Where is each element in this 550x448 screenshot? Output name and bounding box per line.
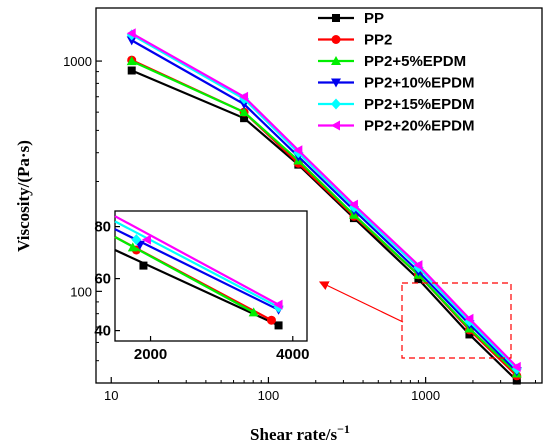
zoom-box xyxy=(401,282,512,359)
data-point xyxy=(464,313,474,324)
data-point xyxy=(413,260,423,271)
data-point xyxy=(348,199,358,210)
legend-label: PP2+15%EPDM xyxy=(364,96,474,113)
inset-x-tick-label: 2000 xyxy=(134,346,167,363)
y-axis-title: Viscosity/(Pa·s) xyxy=(14,140,33,252)
inset-data-point xyxy=(266,315,276,325)
inset-data-point xyxy=(131,234,142,246)
data-point xyxy=(239,107,250,117)
legend-item-pp2-5-epdm: PP2+5%EPDM xyxy=(318,53,466,70)
inset-data-point xyxy=(273,299,283,310)
legend-label: PP2+20%EPDM xyxy=(364,118,474,135)
x-axis-title-superscript: −1 xyxy=(337,422,350,436)
legend-item-pp2-10-epdm: PP2+10%EPDM xyxy=(318,75,474,92)
legend-item-pp: PP xyxy=(318,10,384,27)
data-point xyxy=(126,56,137,66)
inset-y-tick-label: 80 xyxy=(94,219,111,236)
inset-series-line xyxy=(114,220,280,309)
legend: PP PP2 PP2+5%EPDM PP2+10%EPDM PP2+15%EPDM PP2… xyxy=(318,10,474,135)
data-point xyxy=(127,66,136,75)
inset-data-point xyxy=(142,234,151,245)
series-layer xyxy=(126,28,522,385)
data-point xyxy=(512,376,521,385)
x-axis-title: Shear rate/s−1 xyxy=(250,422,350,444)
data-point xyxy=(126,36,137,46)
inset-series-pp2-5-epdm xyxy=(114,236,259,317)
legend-marker xyxy=(332,14,340,22)
legend-marker xyxy=(331,56,341,65)
inset-x-tick-label: 4000 xyxy=(276,346,309,363)
data-point xyxy=(240,114,249,123)
legend-item-pp2: PP2 xyxy=(318,32,392,49)
legend-item-pp2-20-epdm: PP2+20%EPDM xyxy=(318,118,474,135)
data-point xyxy=(293,145,303,156)
inset-series-line xyxy=(114,215,280,306)
data-point xyxy=(465,330,474,339)
legend-label: PP xyxy=(364,10,384,27)
legend-marker xyxy=(331,120,340,131)
inset-series-line xyxy=(114,236,255,314)
inset-chart: 2000 4000 40 60 80 xyxy=(94,210,309,363)
legend-label: PP2+10%EPDM xyxy=(364,75,474,92)
legend-marker xyxy=(331,98,341,110)
ticks-layer: 10 100 1000 100 1000 xyxy=(63,54,536,403)
x-axis-title-main: Shear rate/s xyxy=(250,425,337,444)
plot-frame xyxy=(95,7,543,384)
legend-label: PP2 xyxy=(364,32,392,49)
legend-item-pp2-15-epdm: PP2+15%EPDM xyxy=(318,96,474,113)
y-tick-label: 100 xyxy=(70,284,92,299)
data-point xyxy=(126,28,136,39)
inset-series-layer xyxy=(114,215,284,330)
series-pp2-20-epdm xyxy=(126,28,521,372)
inset-data-point xyxy=(139,261,148,270)
data-point xyxy=(511,361,521,372)
x-tick-label: 10 xyxy=(104,388,118,403)
legend-marker xyxy=(331,35,341,44)
zoom-arrow xyxy=(318,281,404,323)
inset-data-point xyxy=(274,321,283,330)
inset-series-pp2-20-epdm xyxy=(114,215,283,310)
x-tick-label: 1000 xyxy=(411,388,440,403)
legend-marker xyxy=(331,78,341,88)
inset-data-point xyxy=(248,307,259,317)
legend-label: PP2+5%EPDM xyxy=(364,53,466,70)
inset-y-tick-label: 60 xyxy=(94,271,111,288)
y-tick-label: 1000 xyxy=(63,54,92,69)
data-point xyxy=(239,91,249,102)
inset-ticks-layer: 2000 4000 40 60 80 xyxy=(94,219,309,363)
inset-y-tick-label: 40 xyxy=(94,323,111,340)
x-tick-label: 100 xyxy=(258,388,280,403)
inset-data-point xyxy=(127,242,138,252)
